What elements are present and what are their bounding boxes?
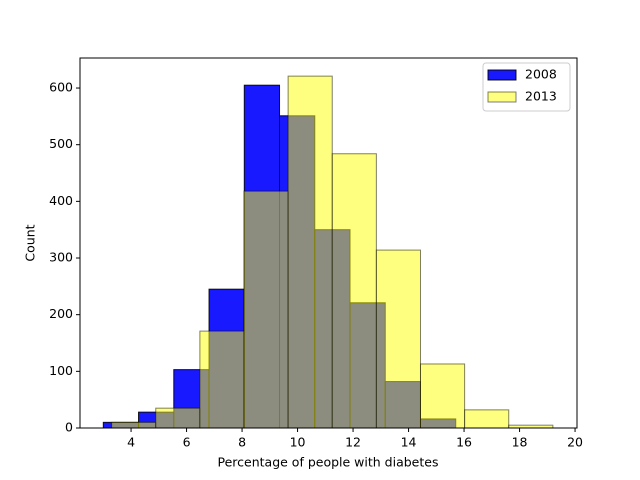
x-tick-label: 10: [290, 435, 306, 450]
x-tick-label: 12: [345, 435, 361, 450]
bar: [243, 190, 289, 429]
x-tick-label: 14: [401, 435, 417, 450]
bar: [111, 421, 157, 429]
legend-label: 2008: [525, 67, 557, 82]
y-tick-label: 500: [49, 136, 73, 151]
x-tick-label: 16: [456, 435, 472, 450]
x-tick-label: 6: [183, 435, 191, 450]
bar: [464, 409, 510, 429]
x-tick-label: 20: [567, 435, 583, 450]
y-tick-label: 100: [49, 363, 73, 378]
bar: [287, 75, 333, 429]
bar: [155, 407, 201, 429]
bar: [199, 330, 245, 429]
bar: [375, 249, 421, 429]
legend-label: 2013: [525, 89, 557, 104]
y-tick-label: 400: [49, 193, 73, 208]
legend-swatch: [487, 69, 517, 81]
x-tick-label: 8: [238, 435, 246, 450]
x-tick-label: 4: [127, 435, 135, 450]
y-axis-label: Count: [23, 224, 38, 261]
y-tick-label: 0: [65, 420, 73, 435]
bar: [419, 363, 466, 429]
x-tick-label: 18: [512, 435, 528, 450]
bar: [331, 153, 377, 429]
legend-swatch: [487, 91, 517, 103]
y-tick-label: 600: [49, 80, 73, 95]
x-axis-label: Percentage of people with diabetes: [218, 455, 439, 470]
y-tick-label: 200: [49, 306, 73, 321]
y-tick-label: 300: [49, 250, 73, 265]
plot-frame: [79, 57, 578, 429]
